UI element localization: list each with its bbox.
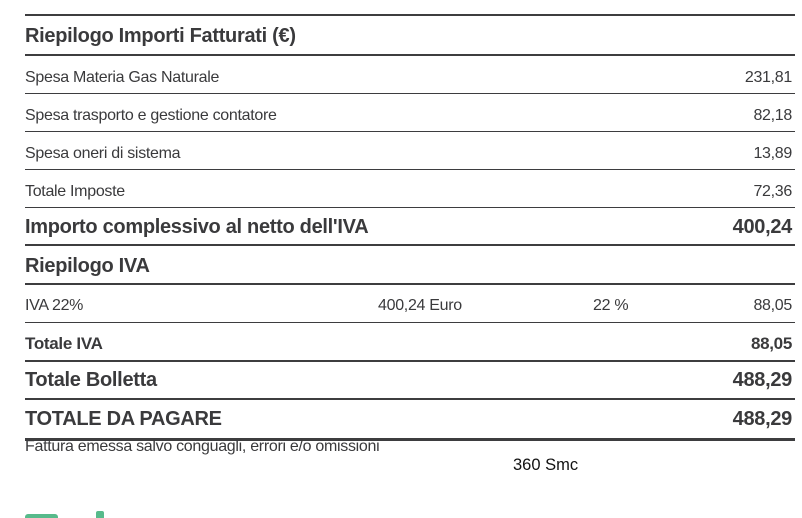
section-title: Riepilogo Importi Fatturati (€) bbox=[25, 25, 296, 47]
table-row-totale-da-pagare: TOTALE DA PAGARE 488,29 bbox=[25, 400, 795, 441]
smc-volume-annotation: 360 Smc bbox=[513, 456, 579, 474]
row-label: Totale Imposte bbox=[25, 183, 125, 200]
row-label: Totale Bolletta bbox=[25, 369, 157, 391]
section-header-riepilogo-iva: Riepilogo IVA bbox=[25, 246, 795, 285]
section-title: Riepilogo IVA bbox=[25, 255, 150, 277]
section-header-importi-fatturati: Riepilogo Importi Fatturati (€) bbox=[25, 16, 795, 56]
cropped-green-heading-fragment bbox=[25, 514, 58, 518]
table-row-spesa-trasporto: Spesa trasporto e gestione contatore 82,… bbox=[25, 94, 795, 132]
table-row-iva-22: IVA 22% 400,24 Euro 22 % 88,05 bbox=[25, 285, 795, 323]
invoice-disclaimer: Fattura emessa salvo conguagli, errori e… bbox=[25, 438, 380, 455]
row-amount: 400,24 bbox=[732, 216, 793, 238]
vat-rate: 22 % bbox=[593, 297, 629, 314]
row-label: Importo complessivo al netto dell'IVA bbox=[25, 216, 369, 238]
row-label: IVA 22% bbox=[25, 297, 84, 314]
row-amount: 88,05 bbox=[753, 297, 792, 314]
table-row-netto-iva: Importo complessivo al netto dell'IVA 40… bbox=[25, 208, 795, 246]
row-label: TOTALE DA PAGARE bbox=[25, 408, 222, 430]
row-amount: 488,29 bbox=[732, 408, 793, 430]
table-row-spesa-oneri: Spesa oneri di sistema 13,89 bbox=[25, 132, 795, 170]
row-label: Spesa oneri di sistema bbox=[25, 145, 181, 162]
row-amount: 82,18 bbox=[753, 107, 792, 124]
row-label: Totale IVA bbox=[25, 334, 103, 353]
row-label: Spesa Materia Gas Naturale bbox=[25, 69, 220, 86]
row-label: Spesa trasporto e gestione contatore bbox=[25, 107, 277, 124]
row-amount: 13,89 bbox=[753, 145, 792, 162]
table-row-totale-imposte: Totale Imposte 72,36 bbox=[25, 170, 795, 208]
table-row-spesa-materia: Spesa Materia Gas Naturale 231,81 bbox=[25, 56, 795, 94]
cropped-green-heading-fragment bbox=[96, 511, 104, 518]
row-amount: 488,29 bbox=[732, 369, 793, 391]
row-amount: 72,36 bbox=[753, 183, 792, 200]
vat-taxable-base: 400,24 Euro bbox=[378, 297, 462, 314]
table-row-totale-iva: Totale IVA 88,05 bbox=[25, 323, 795, 362]
row-amount: 231,81 bbox=[744, 69, 792, 86]
table-row-totale-bolletta: Totale Bolletta 488,29 bbox=[25, 362, 795, 400]
invoice-amounts-table: Riepilogo Importi Fatturati (€) Spesa Ma… bbox=[25, 14, 795, 441]
row-amount: 88,05 bbox=[750, 334, 792, 353]
